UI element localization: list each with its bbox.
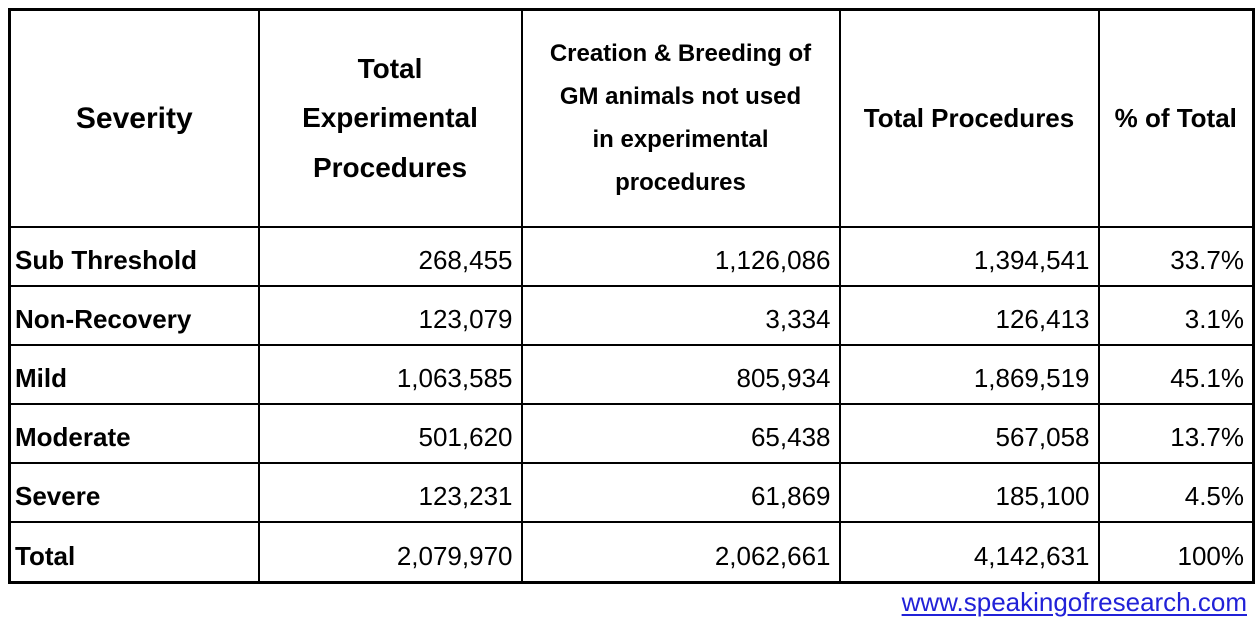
percent-cell: 100%: [1097, 520, 1255, 584]
percent-cell: 45.1%: [1097, 343, 1255, 405]
percent-cell: 3.1%: [1097, 284, 1255, 346]
severity-cell: Sub Threshold: [8, 225, 260, 287]
table-row-total: Total 2,079,970 2,062,661 4,142,631 100%: [8, 520, 1255, 584]
total-procedures-cell: 4,142,631: [838, 520, 1100, 584]
total-procedures-cell: 1,869,519: [838, 343, 1100, 405]
percent-cell: 33.7%: [1097, 225, 1255, 287]
gm-breeding-cell: 3,334: [520, 284, 841, 346]
percent-cell: 4.5%: [1097, 461, 1255, 523]
severity-cell: Non-Recovery: [8, 284, 260, 346]
column-header-experimental-procedures: Total Experimental Procedures: [257, 8, 523, 228]
severity-cell: Moderate: [8, 402, 260, 464]
column-header-gm-breeding: Creation & Breeding of GM animals not us…: [520, 8, 841, 228]
website-link[interactable]: www.speakingofresearch.com: [901, 587, 1247, 617]
experimental-procedures-cell: 501,620: [257, 402, 523, 464]
gm-breeding-cell: 65,438: [520, 402, 841, 464]
total-procedures-cell: 185,100: [838, 461, 1100, 523]
table-body: Sub Threshold 268,455 1,126,086 1,394,54…: [8, 225, 1255, 584]
total-procedures-cell: 567,058: [838, 402, 1100, 464]
table-row: Severe 123,231 61,869 185,100 4.5%: [8, 461, 1255, 523]
experimental-procedures-cell: 123,231: [257, 461, 523, 523]
total-procedures-cell: 126,413: [838, 284, 1100, 346]
table-row: Moderate 501,620 65,438 567,058 13.7%: [8, 402, 1255, 464]
gm-breeding-cell: 2,062,661: [520, 520, 841, 584]
severity-cell: Severe: [8, 461, 260, 523]
total-procedures-cell: 1,394,541: [838, 225, 1100, 287]
severity-procedures-table: Severity Total Experimental Procedures C…: [8, 8, 1255, 584]
column-header-severity: Severity: [8, 8, 260, 228]
column-header-total-procedures: Total Procedures: [838, 8, 1100, 228]
gm-breeding-cell: 1,126,086: [520, 225, 841, 287]
experimental-procedures-cell: 123,079: [257, 284, 523, 346]
experimental-procedures-cell: 268,455: [257, 225, 523, 287]
column-header-percent-of-total: % of Total: [1097, 8, 1255, 228]
table-row: Non-Recovery 123,079 3,334 126,413 3.1%: [8, 284, 1255, 346]
footer: www.speakingofresearch.com: [7, 587, 1247, 618]
header-row: Severity Total Experimental Procedures C…: [8, 8, 1255, 228]
gm-breeding-cell: 805,934: [520, 343, 841, 405]
table-row: Mild 1,063,585 805,934 1,869,519 45.1%: [8, 343, 1255, 405]
experimental-procedures-cell: 2,079,970: [257, 520, 523, 584]
gm-breeding-cell: 61,869: [520, 461, 841, 523]
table-row: Sub Threshold 268,455 1,126,086 1,394,54…: [8, 225, 1255, 287]
severity-cell: Total: [8, 520, 260, 584]
experimental-procedures-cell: 1,063,585: [257, 343, 523, 405]
severity-cell: Mild: [8, 343, 260, 405]
percent-cell: 13.7%: [1097, 402, 1255, 464]
